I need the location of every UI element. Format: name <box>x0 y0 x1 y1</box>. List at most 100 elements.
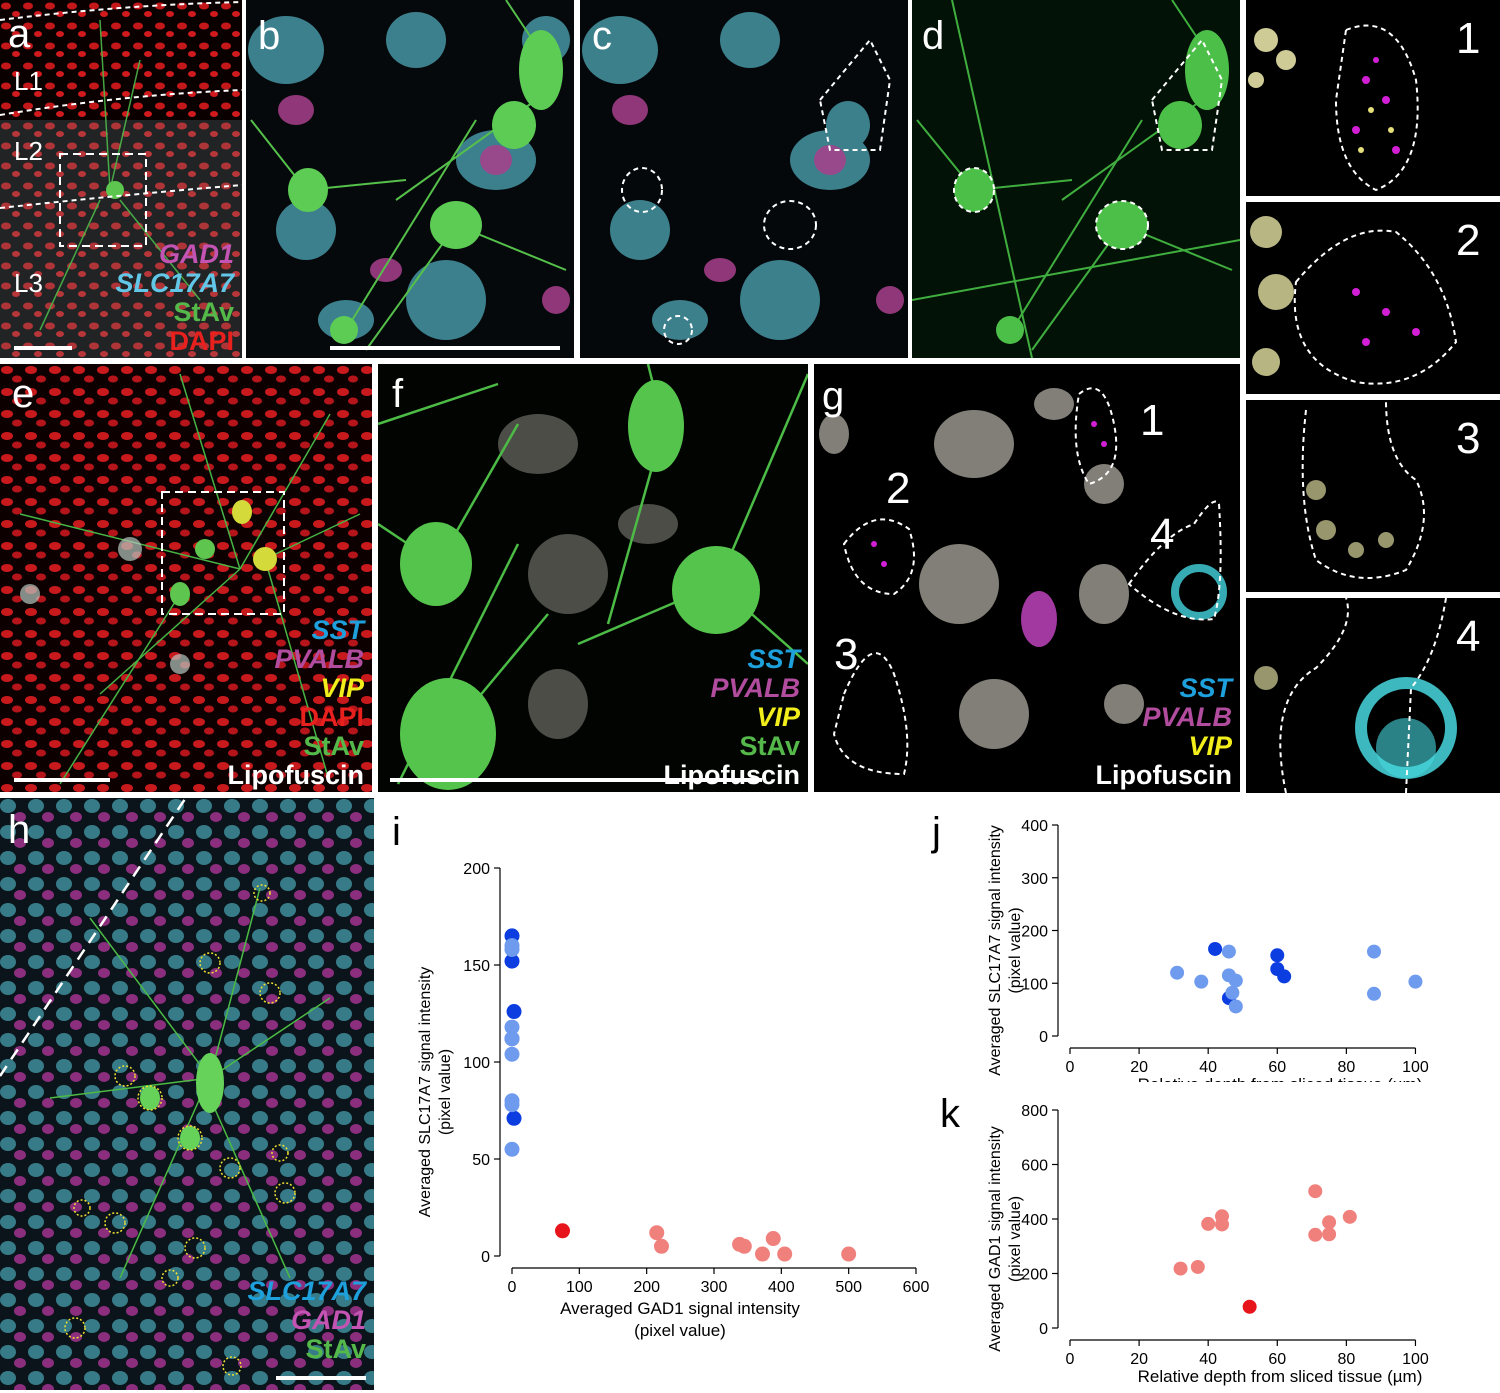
data-point <box>1322 1227 1337 1242</box>
x-tick-label: 40 <box>1199 1351 1217 1368</box>
legend-gad1: GAD1 <box>158 239 234 269</box>
data-point <box>1322 1215 1337 1230</box>
legend-slc17a7: SLC17A7 <box>115 268 234 298</box>
scale-bar <box>14 778 110 782</box>
g-cell-1-number: 1 <box>1140 396 1165 445</box>
panel-g: g 1 2 3 4 SST PVALB VIP Lipofuscin <box>814 364 1240 792</box>
data-point <box>1221 944 1236 959</box>
x-tick-label: 0 <box>1066 1059 1075 1076</box>
g-cell-3-number: 3 <box>834 630 859 679</box>
x-axis-label: Relative depth from sliced tissue (µm) <box>1138 1075 1423 1082</box>
data-point <box>1408 974 1423 989</box>
data-point <box>1277 969 1292 984</box>
y-tick-label: 0 <box>1039 1321 1048 1338</box>
inset-2-number: 2 <box>1456 216 1481 265</box>
panel-b: b <box>246 0 574 358</box>
chart-k: 0 20 40 60 80 100 0 200 400 600 800 Relative depth … <box>987 1103 1429 1386</box>
y-tick-label: 200 <box>1021 924 1048 941</box>
data-point <box>504 1031 520 1047</box>
data-point <box>1242 1299 1257 1314</box>
x-tick-label: 500 <box>835 1279 862 1296</box>
data-point <box>504 953 520 969</box>
g-cell-2-number: 2 <box>886 464 911 513</box>
data-point <box>504 941 520 957</box>
panel-f-image <box>378 364 808 792</box>
legend-stav: StAv <box>305 1334 366 1364</box>
x-tick-label: 0 <box>1066 1351 1075 1368</box>
panel-h-image <box>0 798 374 1390</box>
y-tick-label: 400 <box>1021 1212 1048 1229</box>
panel-k-label: k <box>940 1092 960 1136</box>
y-axis-label: Averaged SLC17A7 signal intensity <box>987 825 1004 1076</box>
panel-e-label: e <box>12 372 35 416</box>
y-axis-label: Averaged GAD1 signal intensity <box>987 1126 1004 1352</box>
panel-j-label: j <box>932 810 941 854</box>
inset-1-number: 1 <box>1456 14 1481 63</box>
scale-bar <box>330 346 560 350</box>
legend-lipofuscin: Lipofuscin <box>1095 760 1233 790</box>
data-point <box>555 1223 570 1239</box>
data-point <box>506 1004 522 1020</box>
inset-1-image <box>1246 0 1500 196</box>
data-point <box>736 1238 752 1254</box>
inset-4-number: 4 <box>1456 612 1481 661</box>
y-tick-label: 50 <box>472 1152 490 1169</box>
inset-3: 3 <box>1246 400 1500 592</box>
layer-label-l1: L1 <box>14 66 43 96</box>
inset-1: 1 <box>1246 0 1500 196</box>
panel-a-label: a <box>8 12 31 56</box>
data-point <box>1225 985 1240 1000</box>
panel-a: a L1 L2 L3 GAD1 SLC17A7 StAv DAPI <box>0 0 242 358</box>
data-point <box>1228 973 1243 988</box>
x-tick-label: 40 <box>1199 1059 1217 1076</box>
legend-slc17a7: SLC17A7 <box>247 1276 366 1306</box>
panel-f-legend: SST PVALB VIP StAv Lipofuscin <box>664 645 801 790</box>
panel-f-label: f <box>392 372 404 416</box>
y-tick-label: 200 <box>463 861 490 878</box>
scale-bar <box>14 346 72 350</box>
data-point <box>1194 974 1209 989</box>
data-point <box>1367 986 1381 1001</box>
x-tick-label: 60 <box>1268 1351 1286 1368</box>
data-point <box>777 1246 793 1262</box>
legend-sst: SST <box>311 615 364 645</box>
y-axis-label: Averaged SLC17A7 signal intensity <box>417 967 434 1218</box>
panel-d-label: d <box>922 14 945 58</box>
x-tick-label: 0 <box>508 1279 517 1296</box>
legend-lipofuscin: Lipofuscin <box>227 760 365 790</box>
data-point <box>1190 1259 1205 1274</box>
data-point <box>754 1246 770 1262</box>
x-tick-label: 100 <box>1402 1059 1429 1076</box>
panel-g-label: g <box>822 374 845 418</box>
inset-2-image <box>1246 202 1500 394</box>
data-point <box>1215 1217 1229 1232</box>
y-tick-label: 0 <box>481 1249 490 1266</box>
data-point <box>1201 1216 1216 1231</box>
panel-h: h SLC17A7 GAD1 StAv <box>0 798 374 1390</box>
x-axis-label: Relative depth from sliced tissue (µm) <box>1138 1367 1423 1386</box>
y-tick-label: 0 <box>1039 1029 1048 1046</box>
data-point <box>1228 999 1243 1014</box>
x-tick-label: 80 <box>1337 1059 1355 1076</box>
data-point <box>649 1225 665 1241</box>
inset-3-number: 3 <box>1456 414 1481 463</box>
panel-d-image <box>912 0 1240 358</box>
data-point <box>504 1141 520 1157</box>
panel-g-legend: SST PVALB VIP Lipofuscin <box>1096 674 1233 790</box>
g-cell-4-number: 4 <box>1150 510 1175 559</box>
panel-c-label: c <box>592 14 612 58</box>
panel-a-legend: GAD1 SLC17A7 StAv DAPI <box>115 240 234 356</box>
data-point <box>1170 965 1185 980</box>
legend-lipofuscin: Lipofuscin <box>663 760 801 790</box>
legend-gad1: GAD1 <box>290 1305 366 1335</box>
legend-sst: SST <box>1179 673 1232 703</box>
data-point <box>504 1019 520 1035</box>
y-axis-label-units: (pixel value) <box>1007 1196 1024 1282</box>
x-tick-label: 600 <box>903 1279 930 1296</box>
inset-3-image <box>1246 400 1500 592</box>
data-point <box>1208 941 1223 956</box>
y-tick-label: 100 <box>1021 976 1048 993</box>
x-tick-label: 200 <box>633 1279 660 1296</box>
data-point <box>504 1046 520 1062</box>
legend-dapi: DAPI <box>299 702 364 732</box>
